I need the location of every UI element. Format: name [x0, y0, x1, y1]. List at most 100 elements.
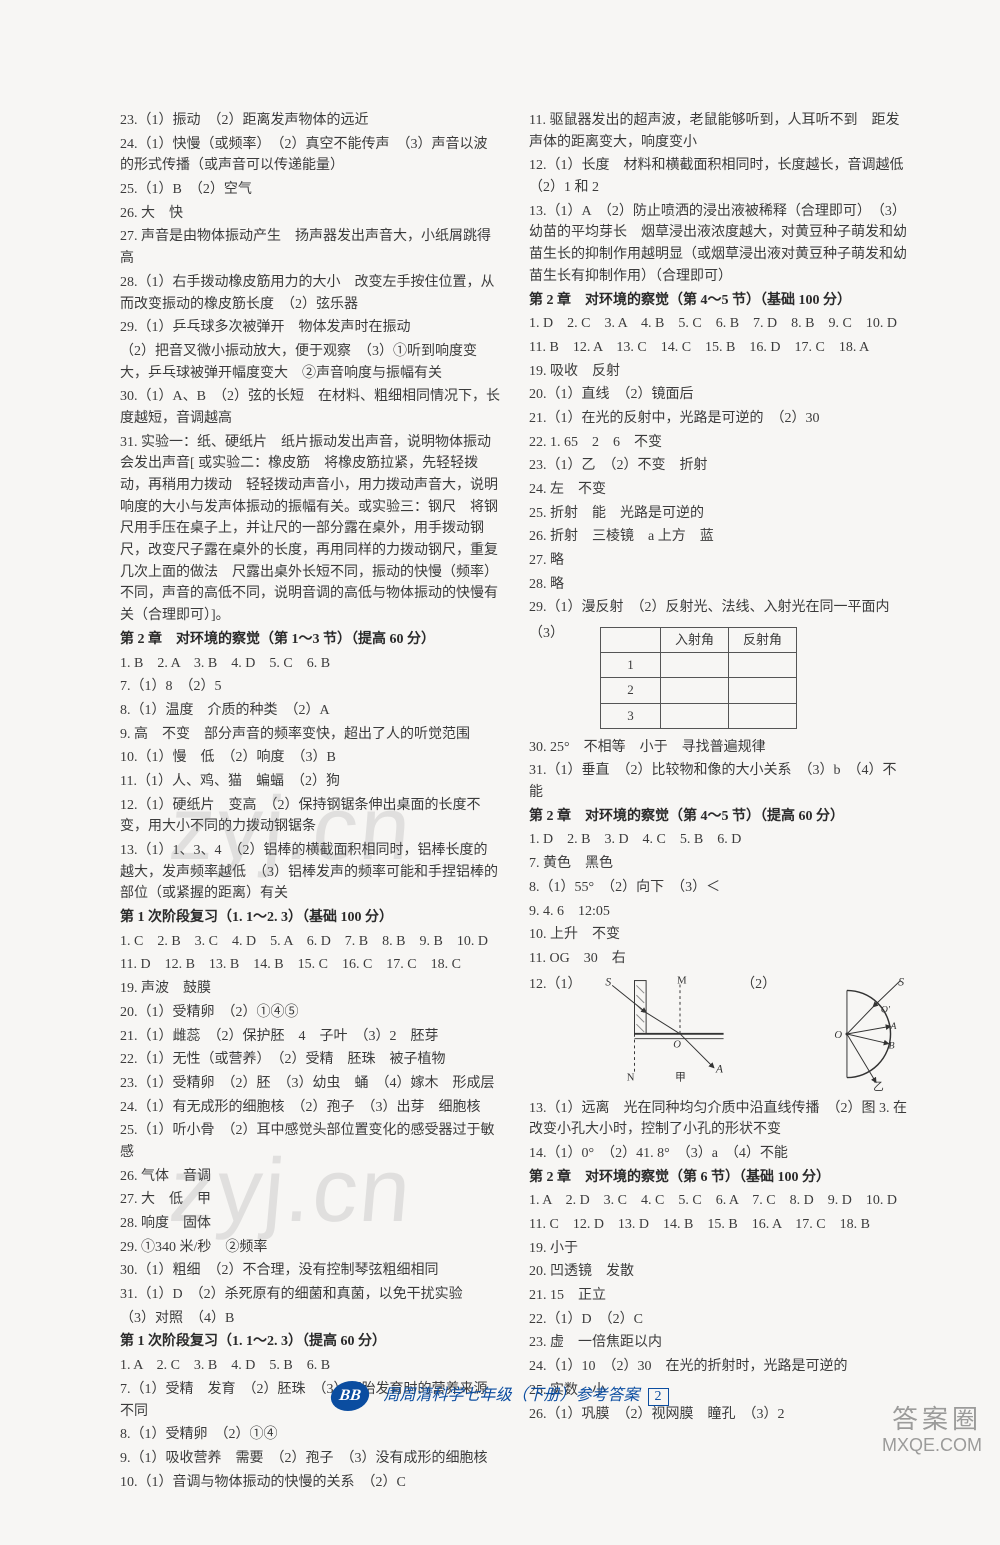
answer-line: 20.（1）直线 （2）镜面后 [529, 384, 910, 406]
answer-line: 26. 气体 音调 [120, 1166, 501, 1188]
answer-line: 22. 1. 65 2 6 不变 [529, 432, 910, 454]
answer-line: 26. 折射 三棱镜 a 上方 蓝 [529, 526, 910, 548]
answer-line: 28.（1）右手拨动橡皮筋用力的大小 改变左手按住位置，从而改变振动的橡皮筋长度… [120, 272, 501, 315]
answer-line: 29.（1）漫反射 （2）反射光、法线、入射光在同一平面内 [529, 597, 910, 619]
answer-line: 24.（1）快慢（或频率） （2）真空不能传声 （3）声音以波的形式传播（或声音… [120, 134, 501, 177]
answer-line: 22.（1）D （2）C [529, 1309, 910, 1331]
answer-line: 27. 略 [529, 550, 910, 572]
table-cell: 1 [601, 653, 661, 678]
svg-text:M: M [677, 975, 687, 986]
answer-line: 12.（1）长度 材料和横截面积相同时，长度越长，音调越低 （2）1 和 2 [529, 155, 910, 198]
answer-line: 27. 大 低 甲 [120, 1189, 501, 1211]
svg-text:A: A [715, 1062, 724, 1075]
answer-line: 24.（1）10 （2）30 在光的折射时，光路是可逆的 [529, 1356, 910, 1378]
answer-line: 13.（1）A （2）防止喷洒的浸出液被稀释（合理即可） （3）幼苗的平均芽长 … [529, 201, 910, 288]
answer-line: 30.（1）粗细 （2）不合理，没有控制琴弦粗细相同 [120, 1260, 501, 1282]
corner-watermark-en: MXQE.COM [882, 1435, 982, 1457]
answer-line: 10. 上升 不变 [529, 924, 910, 946]
answer-line: 30.（1）A、B （2）弦的长短 在材料、粗细相同情况下，长度越短，音调越高 [120, 386, 501, 429]
answer-line: 29.（1）乒乓球多次被弹开 物体发声时在振动 [120, 317, 501, 339]
answer-line: 31.（1）垂直 （2）比较物和像的大小关系 （3）b （4）不能 [529, 760, 910, 803]
answer-line: 11. OG 30 右 [529, 948, 910, 970]
answer-line: 8.（1）受精卵 （2）①④ [120, 1424, 501, 1446]
answer-line: 1. C 2. B 3. C 4. D 5. A 6. D 7. B 8. B … [120, 931, 501, 953]
answer-line: 19. 吸收 反射 [529, 361, 910, 383]
answer-line: 19. 小于 [529, 1238, 910, 1260]
answer-line: 11. C 12. D 13. D 14. B 15. B 16. A 17. … [529, 1214, 910, 1236]
answer-line: 11. B 12. A 13. C 14. C 15. B 16. D 17. … [529, 337, 910, 359]
corner-watermark-cn: 答案圈 [882, 1404, 982, 1435]
semicircle-diagram-icon: S O O' A B 乙 [784, 974, 910, 1094]
svg-text:S: S [605, 975, 611, 988]
answer-line: 20.（1）受精卵 （2）①④⑤ [120, 1002, 501, 1024]
section-heading: 第 2 章 对环境的察觉（第 4～5 节）（提高 60 分） [529, 806, 910, 828]
answer-line: 1. D 2. B 3. D 4. C 5. B 6. D [529, 829, 910, 851]
answer-line: 1. A 2. C 3. B 4. D 5. B 6. B [120, 1355, 501, 1377]
section-heading: 第 2 章 对环境的察觉（第 1～3 节）（提高 60 分） [120, 629, 501, 651]
svg-text:B: B [889, 1040, 895, 1051]
answer-line: 23. 虚 一倍焦距以内 [529, 1332, 910, 1354]
answer-line: 10.（1）慢 低 （2）响度 （3）B [120, 747, 501, 769]
answer-line: 30. 25° 不相等 小于 寻找普遍规律 [529, 737, 910, 759]
answer-line: 31.（1）D （2）杀死原有的细菌和真菌，以免干扰实验 [120, 1284, 501, 1306]
answer-line: 24. 左 不变 [529, 479, 910, 501]
answer-line: 8.（1）55° （2）向下 （3）＜ [529, 877, 910, 899]
answer-line: 1. A 2. D 3. C 4. C 5. C 6. A 7. C 8. D … [529, 1190, 910, 1212]
answer-line: 28. 略 [529, 574, 910, 596]
answer-line: 7.（1）8 （2）5 [120, 676, 501, 698]
answer-line: 23.（1）振动 （2）距离发声物体的远近 [120, 110, 501, 132]
answer-line: 10.（1）音调与物体振动的快慢的关系 （2）C [120, 1472, 501, 1494]
answer-line: 19. 声波 鼓膜 [120, 978, 501, 1000]
answer-line: （3）对照 （4）B [120, 1308, 501, 1330]
answer-line: 28. 响度 固体 [120, 1213, 501, 1235]
section-heading: 第 2 章 对环境的察觉（第 6 节）（基础 100 分） [529, 1167, 910, 1189]
answer-line: 13.（1）远离 光在同种均匀介质中沿直线传播 （2）图 3. 在改变小孔大小时… [529, 1098, 910, 1141]
angle-table: 入射角 反射角 1 2 3 [600, 627, 797, 729]
answer-line: 8.（1）温度 介质的种类 （2）A [120, 700, 501, 722]
reflection-diagram-icon: M S A O N 甲 [588, 974, 733, 1084]
answer-line: 12.（1）硬纸片 变高 （2）保持钢锯条伸出桌面的长度不变，用大小不同的力拨动… [120, 795, 501, 838]
answer-line: （2）把音叉微小振动放大，便于观察 （3）①听到响度变大，乒乓球被弹开幅度变大 … [120, 341, 501, 384]
answer-line: 11. D 12. B 13. B 14. B 15. C 16. C 17. … [120, 954, 501, 976]
answer-line: 11. 驱鼠器发出的超声波，老鼠能够听到，人耳听不到 距发声体的距离变大，响度变… [529, 110, 910, 153]
svg-text:O': O' [881, 1004, 891, 1015]
answer-line: 22.（1）无性（或营养） （2）受精 胚珠 被子植物 [120, 1049, 501, 1071]
svg-text:O: O [673, 1039, 681, 1050]
footer-logo-icon: BB [329, 1381, 371, 1411]
answer-line: 14.（1）0° （2）41. 8° （3）a （4）不能 [529, 1143, 910, 1165]
answer-line: 29. ①340 米/秒 ②频率 [120, 1237, 501, 1259]
page-footer: BB 周周清科学七年级（下册）参考答案 2 [0, 1381, 1000, 1411]
corner-watermark: 答案圈 MXQE.COM [882, 1404, 982, 1457]
answer-line: 27. 声音是由物体振动产生 扬声器发出声音大，小纸屑跳得高 [120, 226, 501, 269]
answer-line: 24.（1）有无成形的细胞核 （2）孢子 （3）出芽 细胞核 [120, 1097, 501, 1119]
answer-line: 21. 15 正立 [529, 1285, 910, 1307]
svg-text:O: O [834, 1029, 842, 1040]
answer-line: 21.（1）雌蕊 （2）保护胚 4 子叶 （3）2 胚芽 [120, 1026, 501, 1048]
svg-text:S: S [898, 975, 904, 988]
footer-page-number: 2 [648, 1388, 669, 1406]
answer-line: 20. 凹透镜 发散 [529, 1261, 910, 1283]
table-cell: 3 [601, 703, 661, 728]
right-column: 11. 驱鼠器发出的超声波，老鼠能够听到，人耳听不到 距发声体的距离变大，响度变… [529, 110, 910, 1495]
table-cell [661, 653, 729, 678]
svg-text:乙: 乙 [873, 1081, 884, 1093]
section-heading: 第 1 次阶段复习（1. 1～2. 3）（基础 100 分） [120, 907, 501, 929]
table-cell [661, 703, 729, 728]
table-head: 入射角 [661, 628, 729, 653]
answer-line: 21.（1）在光的反射中，光路是可逆的 （2）30 [529, 408, 910, 430]
answer-line: 26. 大 快 [120, 203, 501, 225]
table-cell [729, 678, 797, 703]
answer-line: 31. 实验一：纸、硬纸片 纸片振动发出声音，说明物体振动会发出声音[ 或实验二… [120, 432, 501, 627]
table-prefix: （3） [529, 623, 564, 645]
answer-line: 9. 高 不变 部分声音的频率变快，超出了人的听觉范围 [120, 724, 501, 746]
diagram-suffix: （2） [741, 974, 776, 996]
table-cell [661, 678, 729, 703]
answer-line: 25.（1）听小骨 （2）耳中感觉头部位置变化的感受器过于敏感 [120, 1120, 501, 1163]
answer-line: 25. 折射 能 光路是可逆的 [529, 503, 910, 525]
answer-line: 9.（1）吸收营养 需要 （2）孢子 （3）没有成形的细胞核 [120, 1448, 501, 1470]
answer-line: 1. B 2. A 3. B 4. D 5. C 6. B [120, 653, 501, 675]
section-heading: 第 2 章 对环境的察觉（第 4～5 节）（基础 100 分） [529, 290, 910, 312]
answer-line: 1. D 2. C 3. A 4. B 5. C 6. B 7. D 8. B … [529, 313, 910, 335]
left-column: 23.（1）振动 （2）距离发声物体的远近 24.（1）快慢（或频率） （2）真… [120, 110, 501, 1495]
section-heading: 第 1 次阶段复习（1. 1～2. 3）（提高 60 分） [120, 1331, 501, 1353]
